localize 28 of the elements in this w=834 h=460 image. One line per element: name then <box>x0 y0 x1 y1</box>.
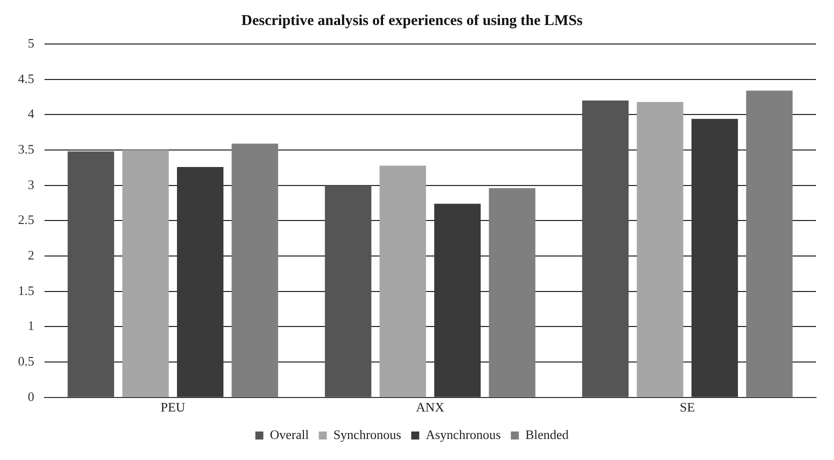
bar <box>232 144 278 397</box>
y-tick-label: 0.5 <box>18 353 34 368</box>
bar <box>68 151 114 397</box>
x-tick-label: ANX <box>416 400 445 415</box>
y-tick-label: 3 <box>28 176 34 192</box>
y-tick-label: 3.5 <box>18 141 34 156</box>
bar <box>582 100 629 397</box>
x-tick-label: SE <box>680 400 696 415</box>
y-tick-label: 2.5 <box>18 212 34 228</box>
bar <box>324 185 372 397</box>
bar <box>122 150 169 397</box>
bar <box>746 90 793 397</box>
y-tick-label: 4.5 <box>18 70 34 86</box>
chart-title: Descriptive analysis of experiences of using the LMSs <box>241 12 583 29</box>
x-tick-label: PEU <box>160 400 186 415</box>
y-tick-label: 4 <box>28 106 35 122</box>
legend-label: Synchronous <box>333 426 402 442</box>
bar <box>380 166 426 397</box>
y-tick-label: 2 <box>28 247 34 262</box>
bar <box>636 102 684 397</box>
legend-label: Blended <box>525 426 570 442</box>
legend-label: Asynchronous <box>426 426 501 442</box>
y-tick-label: 1 <box>28 318 34 334</box>
legend-label: Overall <box>270 426 310 442</box>
y-tick-label: 1.5 <box>18 282 34 298</box>
y-tick-label: 0 <box>28 388 34 404</box>
y-tick-label: 5 <box>28 35 34 50</box>
bar <box>488 188 536 397</box>
